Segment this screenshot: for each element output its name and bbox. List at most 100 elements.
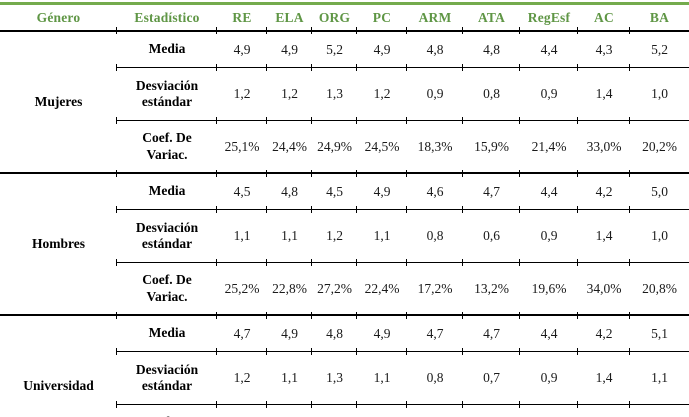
table-cell: 4,4	[519, 171, 578, 210]
table-cell: 1,0	[629, 64, 689, 121]
table-cell: 4,4	[540, 41, 558, 57]
table-cell: 4,9	[233, 41, 251, 57]
table-cell: 4,9	[356, 313, 407, 352]
table-cell: 4,8	[266, 171, 312, 210]
table-cell: 4,8	[426, 41, 444, 57]
table-cell: 4,8	[483, 41, 500, 57]
table-cell: 1,4	[577, 206, 630, 263]
stat-label: Media	[116, 313, 217, 352]
group-label-mujeres: Mujeres	[34, 94, 83, 109]
table-cell: 4,8	[311, 313, 357, 352]
table-cell: 22,4%	[356, 259, 407, 315]
table-cell: 1,1	[356, 348, 407, 405]
table-cell: 20,2%	[629, 117, 689, 173]
table-cell: 17,9%	[406, 401, 463, 417]
table-cell: 25,5%	[216, 401, 267, 417]
table-cell: 0,9	[519, 64, 578, 121]
col-header-genero: Género	[0, 3, 117, 32]
table-cell: 1,1	[629, 348, 689, 405]
table-cell: 4,2	[577, 313, 630, 352]
table-cell: 0,8	[406, 348, 463, 405]
table-cell: 20,6%	[629, 401, 689, 417]
table-cell: 1,2	[216, 64, 267, 121]
table-cell: 24,5%	[356, 117, 407, 173]
stat-label: Coef. De Variac.	[116, 117, 217, 173]
table-cell: 4,5	[311, 171, 357, 210]
table-cell: 0,6	[462, 206, 520, 263]
table-cell: 0,9	[406, 64, 463, 121]
table-cell: 1,1	[266, 348, 312, 405]
table-cell: 1,4	[577, 348, 630, 405]
table-cell: 22,8%	[266, 259, 312, 315]
table-cell: 33,0%	[577, 117, 630, 173]
table-cell: 1,0	[629, 206, 689, 263]
table-cell: 4,9	[266, 313, 312, 352]
col-header-re: RE	[216, 3, 267, 32]
table-cell: 1,4	[577, 64, 630, 121]
table-cell: 27,2%	[311, 259, 357, 315]
table-cell: 19,6%	[519, 259, 578, 315]
table-cell: 4,5	[216, 171, 267, 210]
table-row-mujeres-coef: Coef. De Variac. 25,1% 24,4% 24,9% 24,5%…	[0, 117, 689, 173]
table-cell: 5,2	[326, 41, 343, 57]
table-cell: 24,4%	[266, 117, 312, 173]
stat-label: Desviación estándar	[116, 64, 217, 121]
table-cell: 15,9%	[462, 117, 520, 173]
table-cell: 34,0%	[577, 259, 630, 315]
col-header-ata: ATA	[462, 3, 520, 32]
table-cell: 17,2%	[406, 259, 463, 315]
table-cell: 1,1	[266, 206, 312, 263]
table-cell: 4,7	[216, 313, 267, 352]
table-cell: 5,2	[651, 41, 668, 57]
table-row-hombres-media: Hombres Media 4,5 4,8 4,5 4,9 4,6 4,7 4,…	[0, 171, 689, 315]
table-row-hombres-coef: Coef. De Variac. 25,2% 22,8% 27,2% 22,4%…	[0, 259, 689, 315]
table-cell: 18,3%	[406, 117, 463, 173]
stat-label: Desviación estándar	[116, 348, 217, 405]
table-cell: 5,0	[629, 171, 689, 210]
table-cell: 4,6	[406, 171, 463, 210]
table-cell: 4,9	[281, 41, 298, 57]
table-cell: 25,2%	[216, 259, 267, 315]
header-row: Género Estadístico RE ELA ORG PC ARM ATA…	[0, 3, 689, 32]
table-row-mujeres-desviacion: Desviación estándar 1,2 1,2 1,3 1,2 0,9 …	[0, 64, 689, 121]
stat-label: Coef. De Variac.	[116, 259, 217, 315]
col-header-ela: ELA	[266, 3, 312, 32]
table-cell: 25,1%	[216, 117, 267, 173]
table-row-hombres-desviacion: Desviación estándar 1,1 1,1 1,2 1,1 0,8 …	[0, 206, 689, 263]
table-cell: 5,1	[629, 313, 689, 352]
group-label-universidad: Universidad	[0, 314, 117, 417]
table-row-universidad-media: Universidad Media 4,7 4,9 4,8 4,9 4,7 4,…	[0, 313, 689, 417]
table-cell: 14,6%	[462, 401, 520, 417]
table-row-universidad-desviacion: Desviación estándar 1,2 1,1 1,3 1,1 0,8 …	[0, 348, 689, 405]
table-cell: 27,0%	[311, 401, 357, 417]
table-cell: 4,3	[595, 41, 613, 57]
table-cell: 4,9	[356, 171, 407, 210]
table-cell: 0,8	[462, 64, 520, 121]
table-cell: 33,5%	[577, 401, 630, 417]
stat-label: Coef. De Variac.	[116, 401, 217, 417]
table-row-mujeres-media: Mujeres Media 4,9 4,9 5,2 4,9 4,8 4,8 4,…	[0, 31, 689, 109]
table-cell: 13,2%	[462, 259, 520, 315]
table-cell: 23,4%	[356, 401, 407, 417]
col-header-regesf: RegEsf	[519, 3, 578, 32]
col-header-org: ORG	[311, 3, 357, 32]
stat-label: Media	[116, 171, 217, 210]
table-cell: 0,8	[406, 206, 463, 263]
table-cell: 20,8%	[629, 259, 689, 315]
table-cell: 20,5%	[519, 401, 578, 417]
table-cell: 4,7	[462, 313, 520, 352]
table-cell: 0,9	[519, 206, 578, 263]
col-header-estadistico: Estadístico	[116, 3, 217, 32]
col-header-arm: ARM	[406, 3, 463, 32]
table-cell: 1,2	[356, 64, 407, 121]
table-cell: 1,2	[216, 348, 267, 405]
table-cell: 4,9	[373, 41, 391, 57]
col-header-ba: BA	[629, 3, 689, 32]
table-cell: 4,2	[577, 171, 630, 210]
table-cell: 1,1	[216, 206, 267, 263]
table-row-universidad-coef: Coef. De Variac. 25,5% 23,6% 27,0% 23,4%…	[0, 401, 689, 417]
group-label-hombres: Hombres	[0, 172, 117, 315]
stat-label: Desviación estándar	[116, 206, 217, 263]
